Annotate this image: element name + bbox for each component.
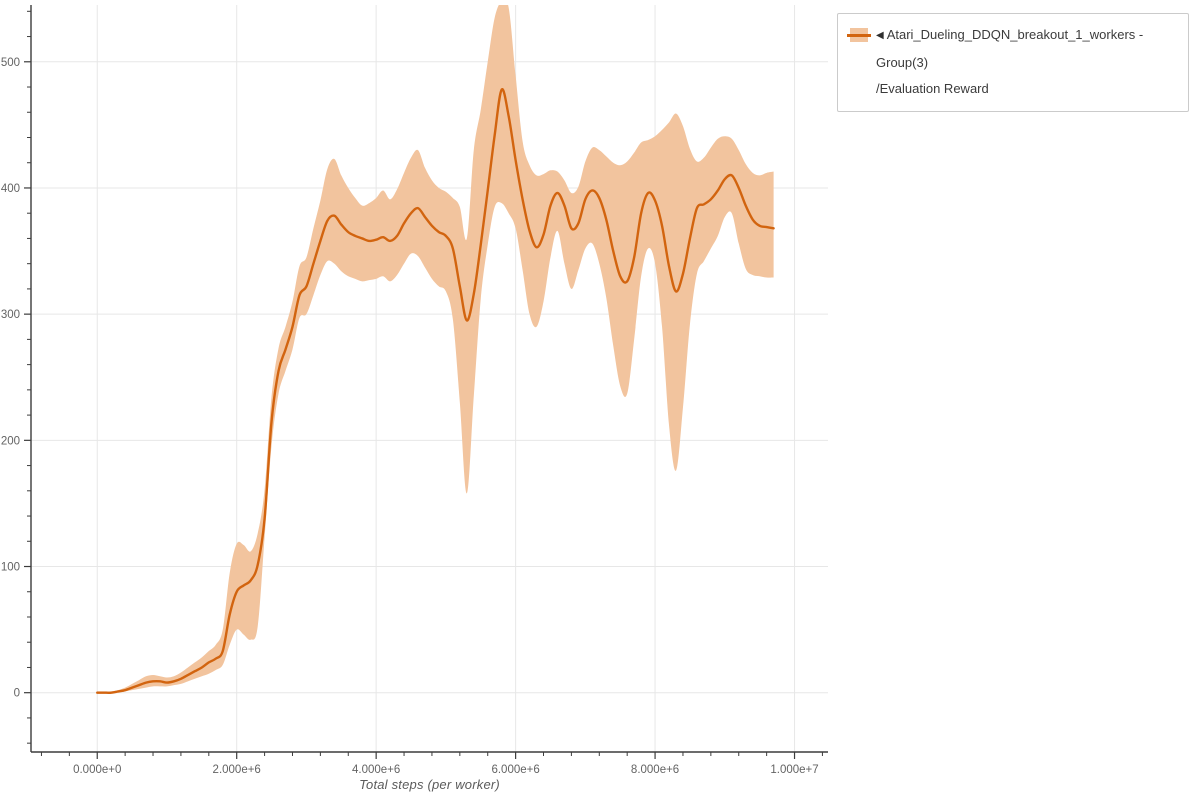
legend: ◀ Atari_Dueling_DDQN_breakout_1_workers -…	[837, 13, 1189, 112]
legend-series-name: Atari_Dueling_DDQN_breakout_1_workers - …	[876, 27, 1144, 70]
x-tick-label: 6.000e+6	[491, 764, 539, 776]
legend-label: ◀ Atari_Dueling_DDQN_breakout_1_workers -…	[876, 22, 1180, 102]
confidence-band	[97, 5, 774, 693]
collapse-arrow-icon[interactable]: ◀	[876, 30, 884, 41]
series-swatch-icon	[847, 28, 871, 42]
x-tick-label: 1.000e+7	[770, 764, 818, 776]
y-tick-label: 200	[1, 435, 20, 447]
x-tick-label: 8.000e+6	[631, 764, 679, 776]
legend-metric-name: /Evaluation Reward	[876, 81, 989, 96]
line-swatch	[847, 33, 871, 37]
mean-line	[96, 88, 775, 694]
legend-series-line1: ◀ Atari_Dueling_DDQN_breakout_1_workers -…	[876, 22, 1180, 76]
x-tick-label: 4.000e+6	[352, 764, 400, 776]
x-tick-label: 2.000e+6	[213, 764, 261, 776]
y-tick-label: 0	[14, 688, 20, 700]
y-tick-label: 300	[1, 309, 20, 321]
x-tick-label: 0.000e+0	[73, 764, 121, 776]
y-tick-label: 400	[1, 183, 20, 195]
y-tick-label: 100	[1, 562, 20, 574]
legend-item[interactable]: ◀ Atari_Dueling_DDQN_breakout_1_workers -…	[847, 22, 1180, 102]
x-axis-title: Total steps (per worker)	[359, 777, 500, 792]
y-tick-label: 500	[1, 57, 20, 69]
